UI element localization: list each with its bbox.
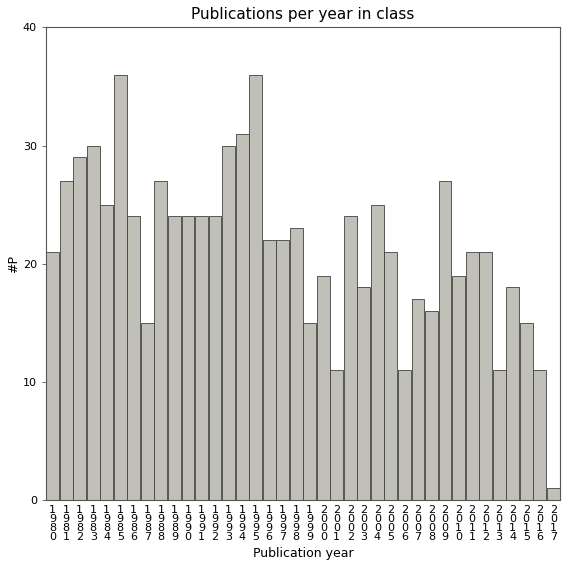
Bar xyxy=(547,488,560,500)
Bar xyxy=(100,205,113,500)
Bar xyxy=(263,240,276,500)
Bar xyxy=(168,217,181,500)
Bar xyxy=(331,370,343,500)
Bar xyxy=(493,370,506,500)
Bar xyxy=(222,146,235,500)
Bar xyxy=(60,181,73,500)
Bar xyxy=(114,75,126,500)
Bar xyxy=(46,252,59,500)
Bar xyxy=(209,217,222,500)
Title: Publications per year in class: Publications per year in class xyxy=(191,7,414,22)
Bar xyxy=(452,276,465,500)
Bar xyxy=(439,181,451,500)
Bar xyxy=(520,323,532,500)
Bar xyxy=(141,323,154,500)
Bar xyxy=(425,311,438,500)
Bar xyxy=(128,217,140,500)
Bar xyxy=(195,217,208,500)
Bar xyxy=(276,240,289,500)
Bar xyxy=(154,181,167,500)
Bar xyxy=(466,252,479,500)
Bar xyxy=(506,287,519,500)
Y-axis label: #P: #P xyxy=(7,255,20,273)
Bar xyxy=(357,287,370,500)
Bar xyxy=(479,252,492,500)
Bar xyxy=(412,299,425,500)
Bar xyxy=(290,229,303,500)
Bar xyxy=(87,146,100,500)
Bar xyxy=(344,217,357,500)
Bar xyxy=(534,370,546,500)
Bar xyxy=(384,252,397,500)
Bar xyxy=(181,217,194,500)
Bar xyxy=(371,205,384,500)
Bar xyxy=(303,323,316,500)
X-axis label: Publication year: Publication year xyxy=(253,547,353,560)
Bar xyxy=(73,157,86,500)
Bar xyxy=(236,134,248,500)
Bar xyxy=(398,370,411,500)
Bar xyxy=(249,75,262,500)
Bar xyxy=(317,276,329,500)
